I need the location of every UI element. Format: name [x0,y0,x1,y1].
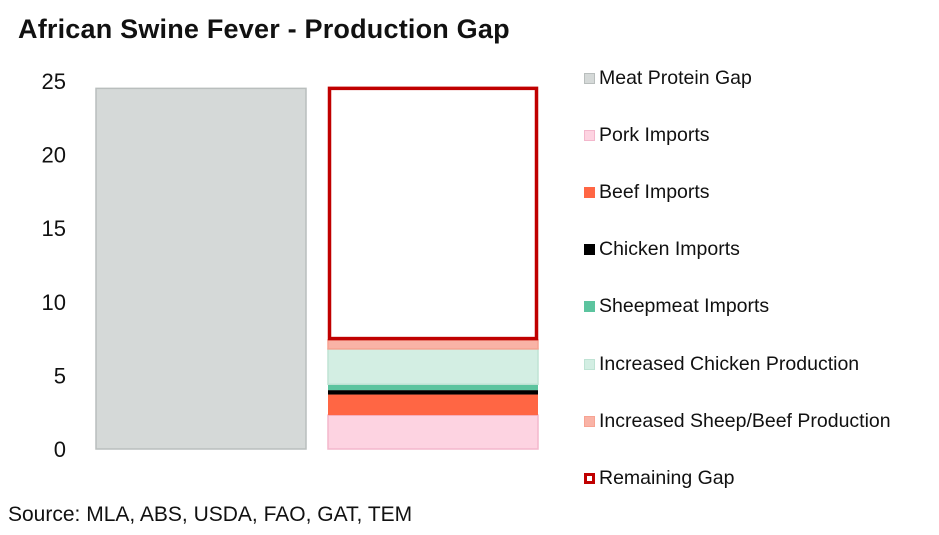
y-tick-label: 10 [42,290,66,315]
legend-swatch [584,472,595,484]
bars [95,86,539,450]
legend-item-increased-chicken-production: Increased Chicken Production [584,350,859,378]
legend-item-increased-sheep-beef-production: Increased Sheep/Beef Production [584,407,891,435]
bar-segment-remaining-gap [327,86,539,341]
legend-label: Pork Imports [599,123,710,146]
legend-item-beef-imports: Beef Imports [584,178,710,206]
legend-label: Sheepmeat Imports [599,295,770,318]
legend-label: Meat Protein Gap [599,66,752,89]
legend-label: Increased Chicken Production [599,352,860,375]
y-tick-label: 25 [42,69,66,94]
legend-label: Remaining Gap [599,466,735,489]
legend-item-remaining-gap: Remaining Gap [584,464,735,492]
y-axis-ticks: 0 5 10 15 20 25 [42,69,66,462]
bar-segment-increased-sheep-beef-production [327,339,539,350]
legend-swatch [584,186,595,198]
legend-label: Beef Imports [599,180,710,203]
legend-swatch [584,301,595,313]
legend-swatch [584,72,595,84]
y-tick-label: 20 [42,143,66,168]
legend-label: Increased Sheep/Beef Production [599,409,891,432]
bar-segment-increased-chicken-production [327,348,539,385]
legend-item-meat-protein-gap: Meat Protein Gap [584,64,752,92]
legend-item-pork-imports: Pork Imports [584,121,710,149]
legend-swatch [584,415,595,427]
bar-segment-beef-imports [328,394,538,416]
legend-swatch [584,358,595,370]
bar-segment-pork-imports [327,414,539,450]
legend-item-chicken-imports: Chicken Imports [584,236,740,264]
source-note: Source: MLA, ABS, USDA, FAO, GAT, TEM [8,503,413,526]
legend-label: Chicken Imports [599,238,740,261]
chart-title: African Swine Fever - Production Gap [18,14,510,44]
y-tick-label: 15 [42,216,66,241]
bar-segment-chicken-imports [328,390,538,395]
y-tick-label: 5 [54,363,66,388]
bar-meat-protein-gap [95,87,307,450]
legend-swatch [584,244,595,256]
bar-segment-sheepmeat-imports [328,384,538,391]
legend-swatch [584,129,595,141]
y-tick-label: 0 [54,437,66,462]
legend-item-sheepmeat-imports: Sheepmeat Imports [584,293,769,321]
